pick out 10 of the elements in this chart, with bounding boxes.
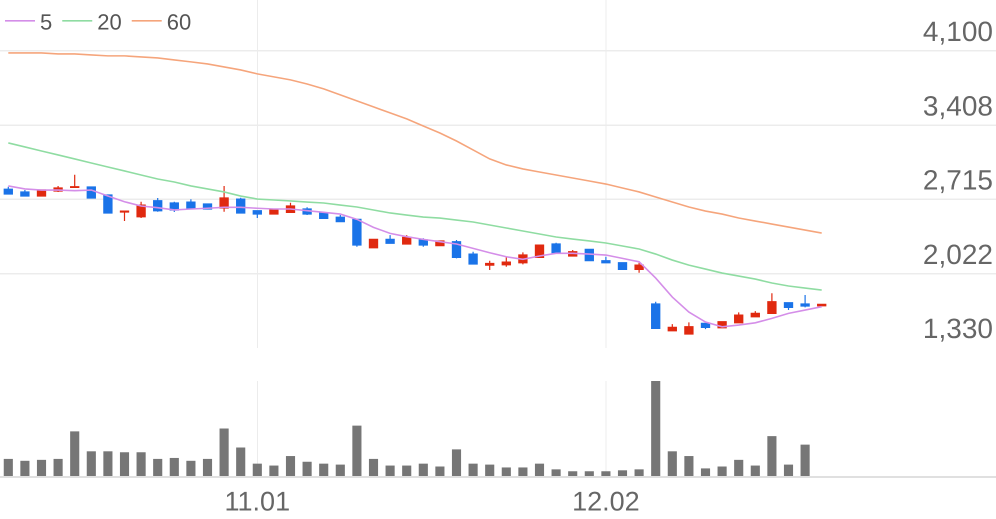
legend-label: 5: [40, 9, 52, 34]
y-tick-label: 4,100: [922, 16, 993, 48]
y-tick-label: 2,022: [922, 238, 993, 270]
legend-label: 20: [97, 9, 122, 34]
y-tick-label: 2,715: [922, 164, 993, 196]
y-tick-label: 1,330: [922, 313, 993, 344]
legend-label: 60: [166, 9, 192, 34]
y-tick-label: 3,408: [922, 90, 993, 122]
x-tick-label: 11.01: [224, 486, 290, 516]
x-tick-label: 12.02: [572, 486, 640, 516]
